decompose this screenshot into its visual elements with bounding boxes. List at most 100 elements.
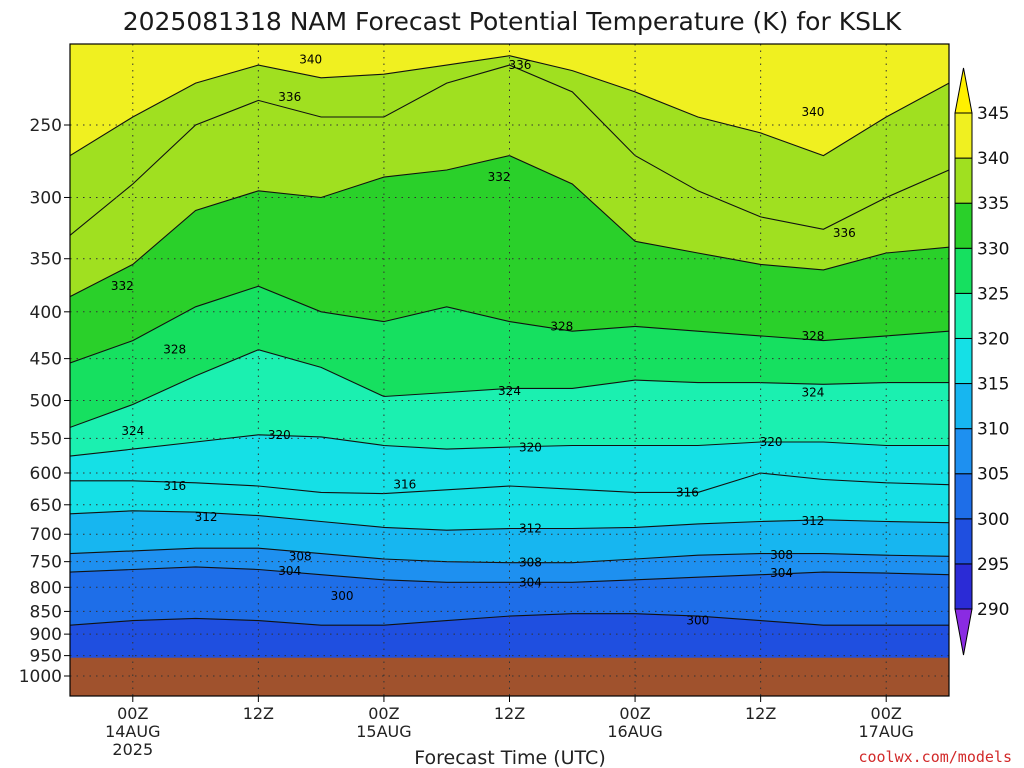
y-tick-label-500: 500 [30,392,62,412]
contour-label-27: 304 [770,566,793,580]
contour-label-17: 316 [393,478,416,492]
contour-label-14: 320 [519,441,542,455]
y-tick-label-750: 750 [30,553,62,573]
isotherm-304 [70,566,949,583]
y-tick-label-300: 300 [30,188,62,208]
contour-label-6: 332 [111,279,134,293]
colorbar-label-295: 295 [977,555,1009,575]
colorbar-label-340: 340 [977,149,1009,169]
contour-label-8: 328 [802,329,825,343]
contour-label-2: 336 [509,58,532,72]
contour-label-18: 316 [676,485,699,499]
x-tick-year-0: 2025 [112,740,153,759]
y-tick-label-250: 250 [30,116,62,136]
contour-label-11: 324 [802,385,825,399]
y-tick-label-700: 700 [30,525,62,545]
contour-label-29: 300 [686,614,709,628]
colorbar-swatch-340 [954,112,973,159]
contour-label-12: 324 [121,424,144,438]
y-tick-label-650: 650 [30,496,62,516]
contour-label-21: 312 [802,514,825,528]
colorbar: 290 295 300 305 310 315 320 325 330 335 340 345 [954,67,1009,656]
colorbar-swatch-300 [954,473,973,520]
ground-fill [70,657,949,696]
contour-label-28: 300 [331,589,354,603]
y-tick-label-900: 900 [30,625,62,645]
isotherm-contours [70,55,949,626]
contour-label-19: 312 [195,510,218,524]
x-tick-time-5: 12Z [745,704,776,723]
colorbar-label-330: 330 [977,239,1009,259]
isotherm-336 [70,64,949,236]
colorbar-high-arrow [954,67,973,114]
isotherm-324 [70,349,949,428]
colorbar-swatch-325 [954,247,973,294]
contour-label-9: 328 [163,343,186,357]
y-axis: 250 300 350 400 450 500 550 600 650 700 750 800 850 9… [19,116,70,687]
colorbar-swatch-315 [954,337,973,385]
y-tick-label-800: 800 [30,578,62,598]
colorbar-swatch-310 [954,383,973,430]
x-axis-label: Forecast Time (UTC) [414,747,605,768]
y-tick-label-600: 600 [30,464,62,484]
colorbar-label-335: 335 [977,194,1009,214]
x-tick-date-0: 14AUG [105,722,160,741]
y-tick-label-950: 950 [30,647,62,667]
contour-labels: 340 336 336 340 332 336 332 328 328 328 324 324 324 3… [111,52,856,627]
x-tick-time-2: 00Z [368,704,399,723]
isotherm-328 [70,285,949,364]
y-tick-label-400: 400 [30,303,62,323]
contour-label-16: 316 [163,479,186,493]
x-tick-date-2: 15AUG [356,722,411,741]
colorbar-swatch-330 [954,202,973,249]
colorbar-swatch-305 [954,428,973,475]
contour-label-25: 304 [278,564,301,578]
x-tick-time-4: 00Z [619,704,650,723]
contour-label-24: 308 [770,548,793,562]
colorbar-swatch-320 [954,292,973,339]
x-tick-time-3: 12Z [494,704,525,723]
contour-label-13: 320 [268,428,291,442]
ground-layer [70,657,949,696]
colorbar-swatch-335 [954,157,973,204]
contour-label-7: 328 [550,319,573,333]
contour-label-3: 340 [802,105,825,119]
contour-label-20: 312 [519,522,542,536]
contour-label-10: 324 [498,384,521,398]
contour-label-0: 340 [299,52,322,66]
contour-label-1: 336 [278,90,301,104]
y-tick-label-550: 550 [30,429,62,449]
contour-label-15: 320 [760,435,783,449]
colorbar-low-arrow [954,608,973,656]
y-tick-label-850: 850 [30,602,62,622]
colorbar-label-305: 305 [977,465,1009,485]
y-tick-label-1000: 1000 [19,667,62,687]
x-tick-date-6: 17AUG [859,722,914,741]
x-tick-date-4: 16AUG [607,722,662,741]
isotherm-308 [70,547,949,564]
y-tick-label-350: 350 [30,250,62,270]
contour-label-23: 308 [519,556,542,570]
isotherm-312 [70,510,949,531]
colorbar-label-325: 325 [977,284,1009,304]
credit-text[interactable]: coolwx.com/models [858,748,1012,766]
colorbar-label-320: 320 [977,329,1009,349]
colorbar-label-345: 345 [977,104,1009,124]
contour-label-5: 336 [833,226,856,240]
contour-label-4: 332 [488,170,511,184]
colorbar-label-290: 290 [977,600,1009,620]
contour-label-26: 304 [519,575,542,589]
contour-label-22: 308 [289,549,312,563]
colorbar-label-300: 300 [977,510,1009,530]
isotherm-340 [70,55,949,157]
y-tick-label-450: 450 [30,350,62,370]
chart-title: 2025081318 NAM Forecast Potential Temper… [123,7,902,36]
grid-lines [70,44,949,696]
colorbar-swatch-290 [954,563,973,610]
colorbar-label-310: 310 [977,420,1009,440]
colorbar-swatch-295 [954,518,973,565]
x-tick-time-1: 12Z [243,704,274,723]
x-tick-time-6: 00Z [871,704,902,723]
